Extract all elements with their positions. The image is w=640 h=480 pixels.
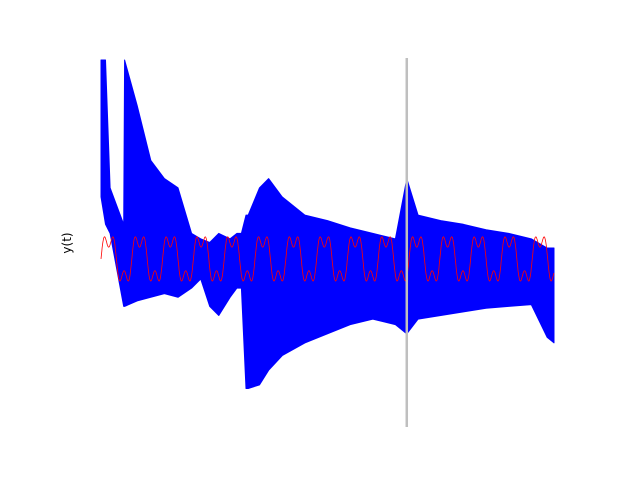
reference-line [100,236,555,282]
signal-envelope [100,59,555,389]
y-axis-label: y(t) [60,232,74,253]
plot-area [100,58,555,427]
